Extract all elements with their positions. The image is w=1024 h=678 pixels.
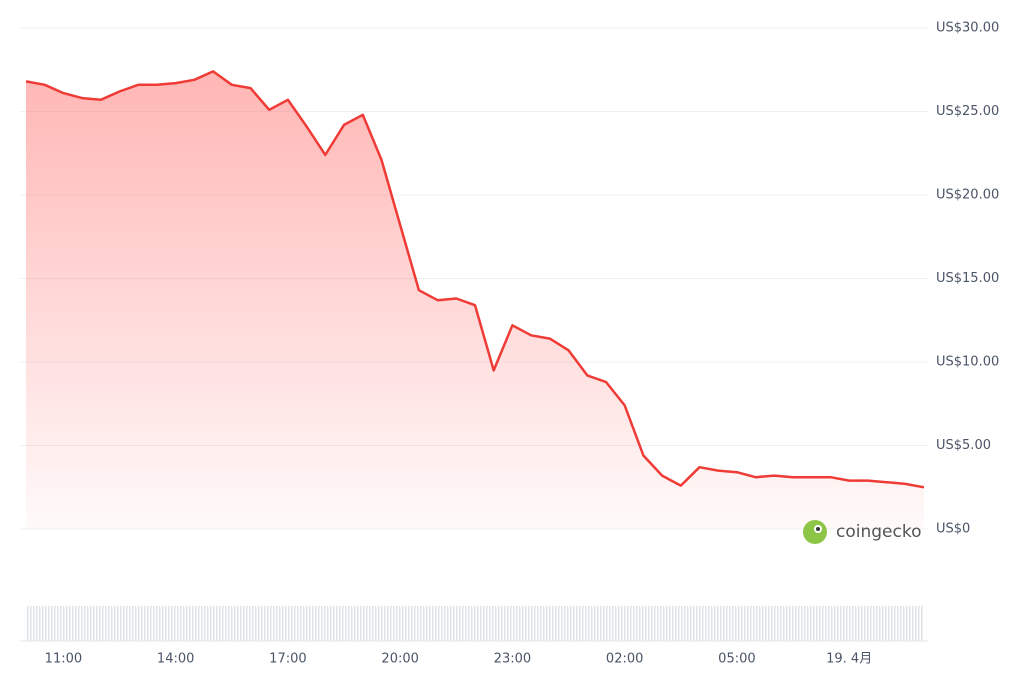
y-tick-label: US$5.00 (936, 438, 991, 453)
x-tick-label: 14:00 (157, 652, 194, 667)
x-tick-label: 23:00 (494, 652, 531, 667)
x-tick-label: 19. 4月 (826, 652, 872, 667)
price-line (25, 70, 925, 489)
y-tick-label: US$10.00 (936, 355, 999, 370)
y-tick-label: US$20.00 (936, 188, 999, 203)
x-tick-label: 20:00 (381, 652, 418, 667)
watermark: coingecko (803, 520, 921, 544)
x-tick-label: 17:00 (269, 652, 306, 667)
area (26, 71, 924, 530)
y-tick-label: US$0 (936, 522, 970, 537)
x-tick-label: 11:00 (45, 652, 82, 667)
y-tick-label: US$25.00 (936, 104, 999, 119)
watermark-text: coingecko (836, 522, 921, 542)
volume-bars (26, 606, 924, 641)
x-tick-label: 05:00 (718, 652, 755, 667)
y-tick-label: US$30.00 (936, 21, 999, 36)
x-tick-label: 02:00 (606, 652, 643, 667)
y-tick-label: US$15.00 (936, 271, 999, 286)
